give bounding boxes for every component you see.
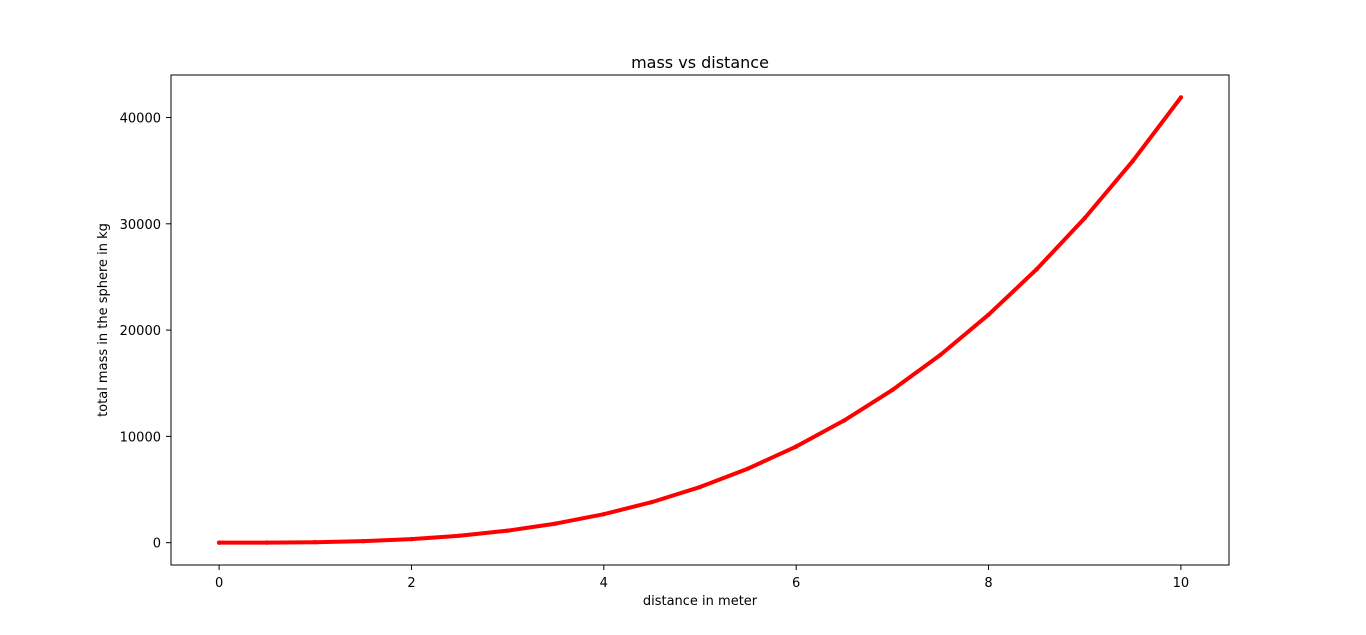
data-point: [649, 499, 655, 505]
data-point: [505, 528, 510, 533]
data-point: [1178, 95, 1184, 100]
data-point: [793, 444, 799, 449]
y-tick-label: 10000: [120, 430, 161, 445]
data-point: [457, 533, 462, 538]
data-point: [409, 536, 414, 542]
chart-title: mass vs distance: [631, 53, 769, 72]
data-point: [313, 540, 318, 545]
y-tick-label: 40000: [120, 112, 161, 127]
data-point: [553, 521, 558, 526]
data-point: [842, 418, 847, 423]
series-line: [217, 95, 1183, 545]
data-point: [986, 312, 991, 317]
data-point: [216, 540, 222, 545]
data-point: [890, 387, 895, 393]
x-tick-label: 10: [1173, 576, 1190, 591]
x-tick-label: 0: [215, 576, 223, 591]
y-tick-label: 0: [153, 537, 161, 552]
x-tick-label: 4: [600, 576, 608, 591]
ticks-layer: 0 2 4 6 8 10 0 10000 20000 30000 40000: [120, 112, 1190, 591]
data-point: [1034, 267, 1039, 272]
plot-frame: [170, 74, 1230, 566]
data-point: [938, 352, 943, 358]
x-tick-label: 8: [984, 576, 992, 591]
x-tick-label: 2: [407, 576, 415, 591]
data-point: [1082, 215, 1087, 221]
data-point: [361, 538, 366, 544]
y-axis-label: total mass in the sphere in kg: [96, 223, 111, 417]
data-point: [1130, 158, 1136, 164]
data-point: [697, 484, 703, 490]
x-tick-label: 6: [792, 576, 800, 591]
data-point: [601, 511, 607, 517]
data-point: [264, 540, 270, 545]
y-tick-label: 20000: [120, 324, 161, 339]
data-point: [745, 466, 751, 471]
y-tick-label: 30000: [120, 218, 161, 233]
x-axis-label: distance in meter: [643, 594, 758, 609]
data-layer: [216, 95, 1184, 545]
